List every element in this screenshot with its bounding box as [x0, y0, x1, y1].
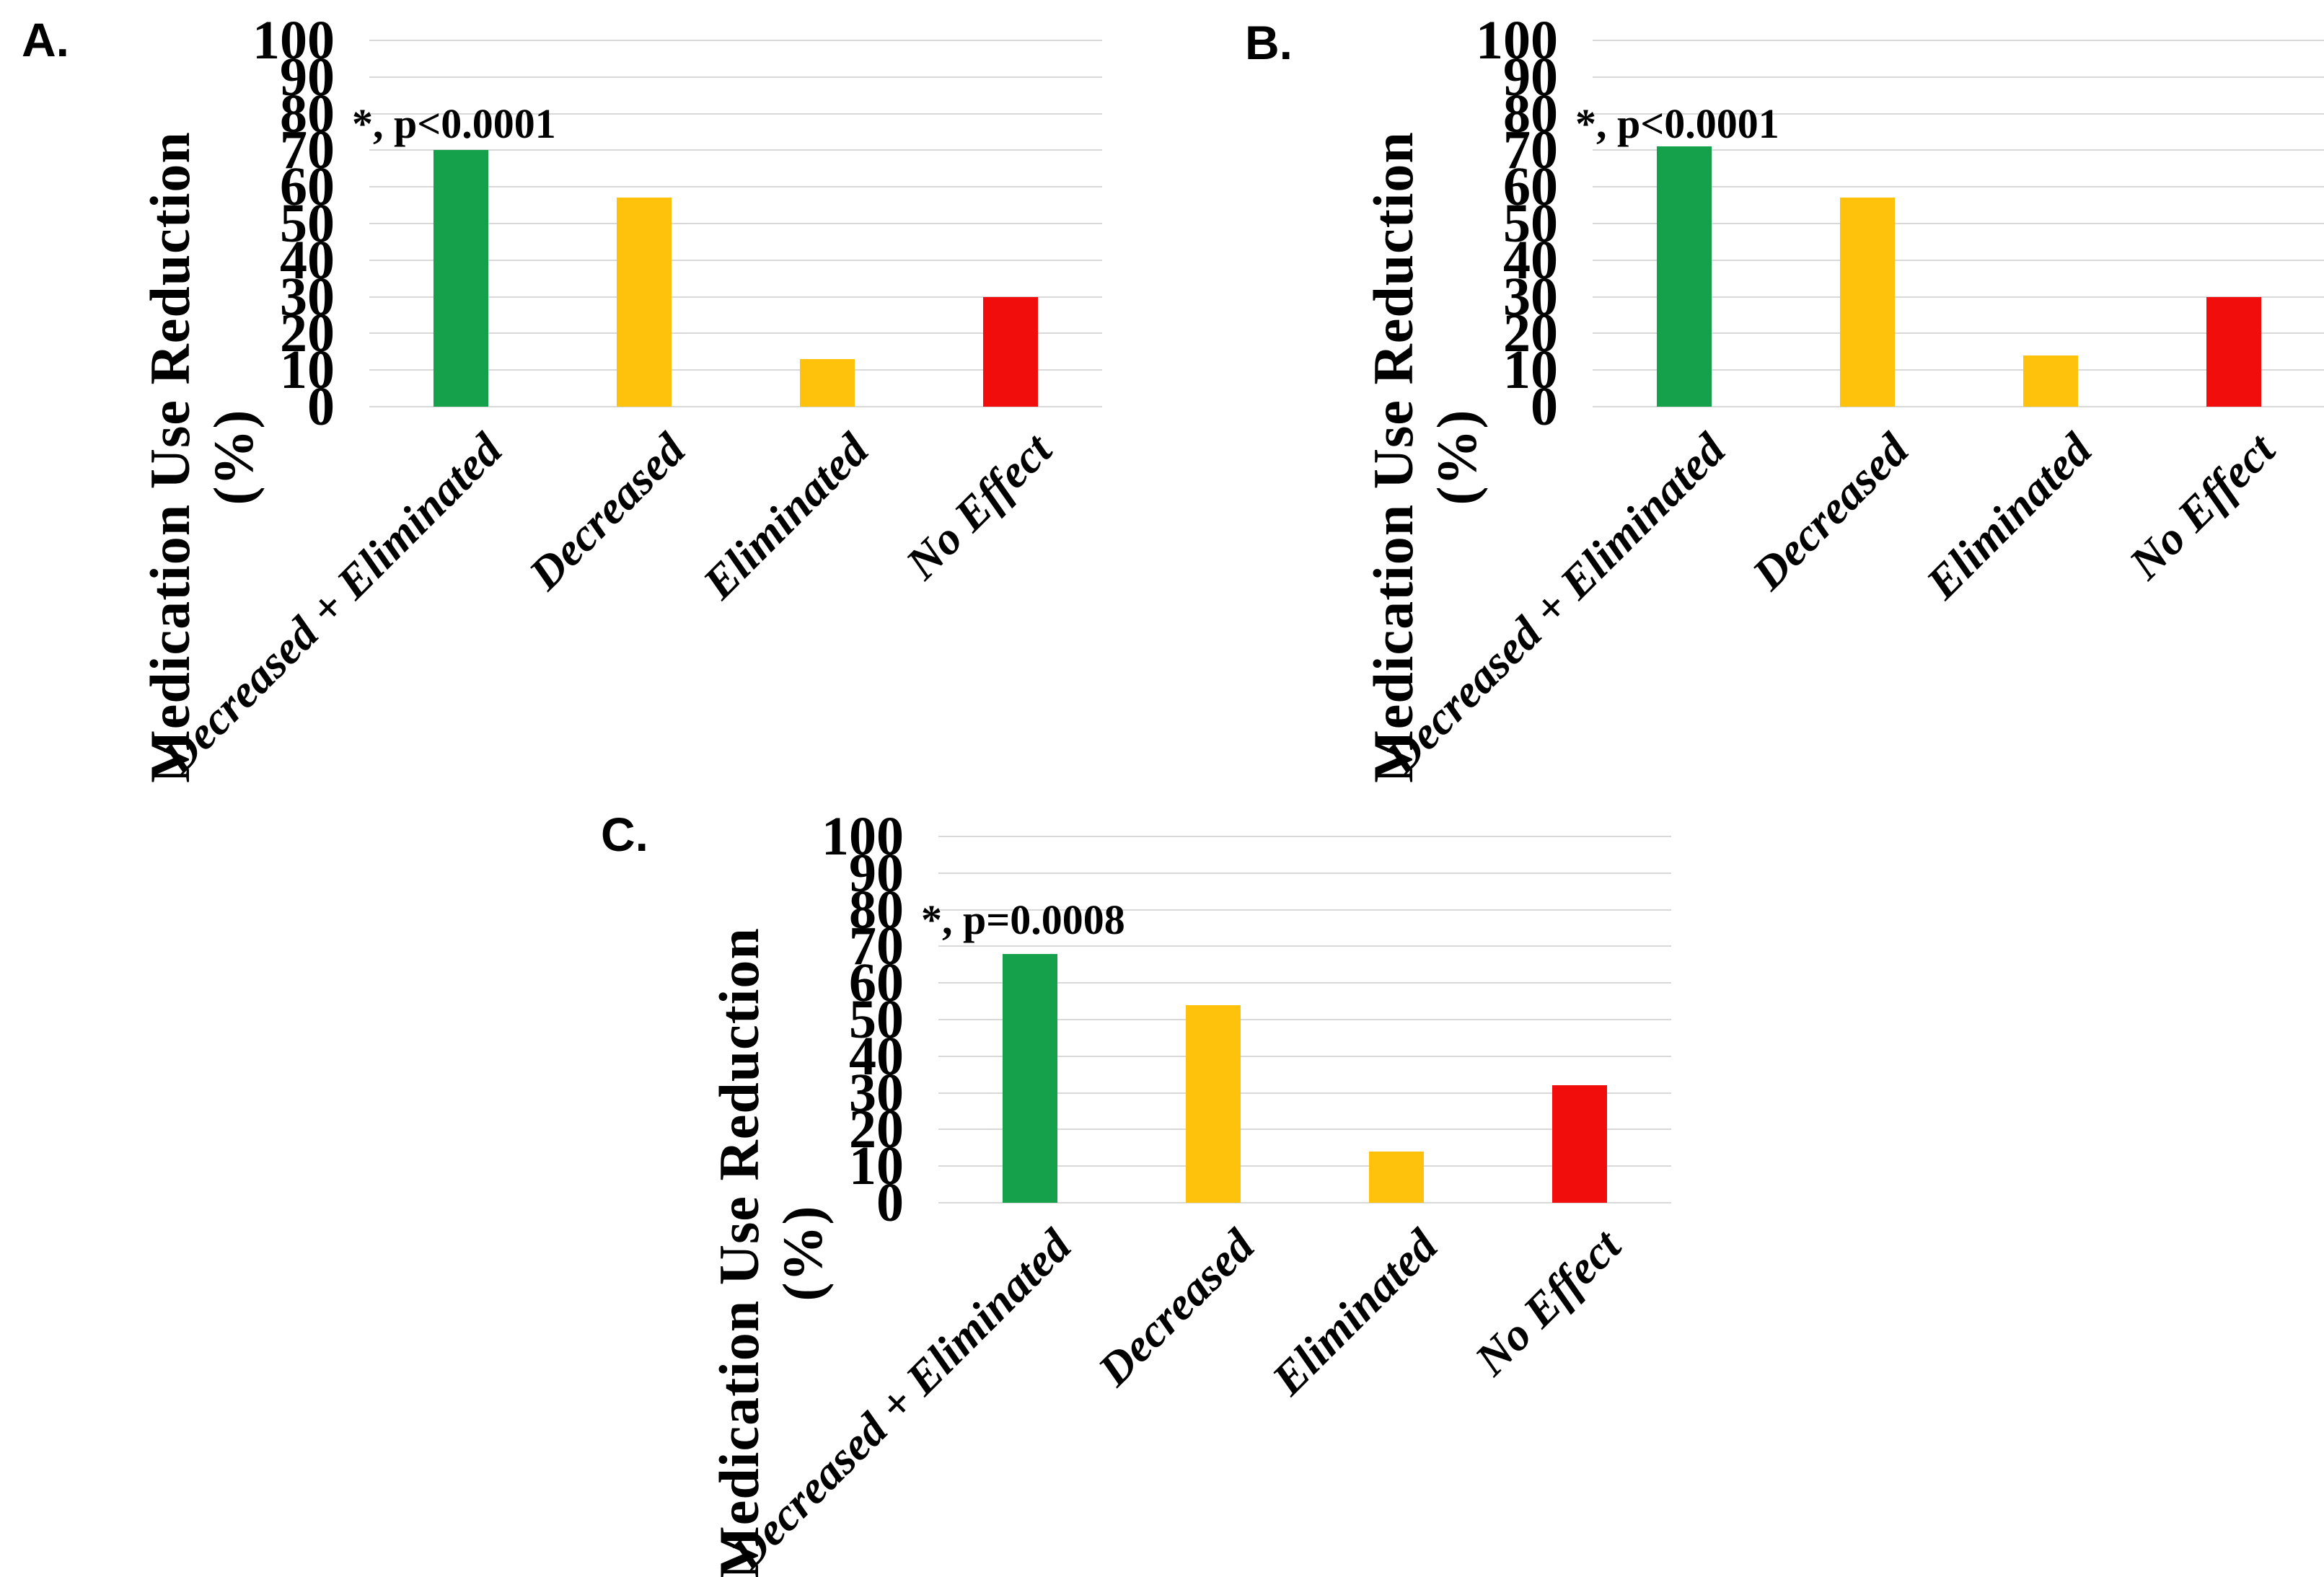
y-tick-30: 30	[849, 1062, 904, 1123]
gridline-30	[1593, 296, 2324, 298]
plot-area	[938, 836, 1671, 1203]
bar-no-effect	[983, 296, 1038, 407]
x-category-label-no-effect: No Effect	[2119, 423, 2285, 589]
x-category-label-decreased: Decreased	[519, 423, 695, 600]
gridline-40	[938, 1055, 1671, 1057]
y-tick-20: 20	[849, 1099, 904, 1160]
significance-annotation: *, p<0.0001	[1575, 100, 1779, 147]
y-tick-60: 60	[280, 156, 335, 218]
y-tick-30: 30	[1503, 266, 1558, 327]
gridline-60	[938, 982, 1671, 984]
bar-decreased-eliminated	[1657, 146, 1712, 407]
gridline-60	[369, 186, 1102, 188]
gridline-0	[1593, 406, 2324, 407]
significance-annotation: *, p=0.0008	[921, 896, 1125, 943]
y-tick-50: 50	[280, 193, 335, 254]
gridline-50	[369, 223, 1102, 224]
gridline-80	[369, 112, 1102, 115]
y-tick-50: 50	[849, 989, 904, 1050]
gridline-80	[1593, 112, 2324, 115]
y-tick-100: 100	[1476, 10, 1558, 71]
plot-area	[369, 40, 1102, 407]
bar-no-effect	[2206, 296, 2261, 407]
y-tick-50: 50	[1503, 193, 1558, 254]
gridline-70	[1593, 149, 2324, 151]
bar-no-effect	[1552, 1085, 1607, 1203]
gridline-100	[1593, 40, 2324, 41]
gridline-90	[1593, 76, 2324, 78]
y-tick-100: 100	[822, 806, 904, 867]
x-category-label-no-effect: No Effect	[1465, 1219, 1631, 1385]
y-tick-10: 10	[849, 1136, 904, 1197]
x-category-label-eliminated: Eliminated	[1916, 423, 2102, 609]
bar-decreased	[1840, 198, 1895, 407]
gridline-40	[369, 259, 1102, 261]
y-tick-20: 20	[280, 303, 335, 364]
panel-label-c: C.	[601, 808, 648, 861]
bar-decreased	[617, 198, 672, 407]
y-tick-60: 60	[849, 953, 904, 1014]
bar-decreased-eliminated	[1003, 953, 1057, 1203]
x-category-label-no-effect: No Effect	[896, 423, 1062, 589]
gridline-20	[938, 1128, 1671, 1131]
gridline-10	[1593, 369, 2324, 371]
gridline-20	[1593, 332, 2324, 335]
panel-label-a: A.	[22, 13, 69, 66]
gridline-80	[938, 909, 1671, 911]
bar-eliminated	[800, 358, 855, 407]
bar-eliminated	[2023, 355, 2078, 407]
significance-annotation: *, p<0.0001	[352, 100, 556, 147]
y-tick-60: 60	[1503, 156, 1558, 218]
y-tick-0: 0	[307, 376, 335, 437]
x-category-label-eliminated: Eliminated	[692, 423, 879, 609]
gridline-100	[369, 40, 1102, 41]
gridline-0	[938, 1202, 1671, 1203]
bar-decreased-eliminated	[433, 150, 488, 407]
y-tick-70: 70	[1503, 120, 1558, 181]
y-tick-10: 10	[280, 340, 335, 401]
gridline-100	[938, 836, 1671, 837]
gridline-10	[369, 369, 1102, 371]
gridline-40	[1593, 259, 2324, 261]
gridline-70	[938, 945, 1671, 947]
gridline-90	[369, 76, 1102, 78]
x-category-label-decreased: Decreased	[1088, 1219, 1264, 1396]
y-tick-100: 100	[252, 10, 335, 71]
y-tick-20: 20	[1503, 303, 1558, 364]
y-tick-40: 40	[849, 1025, 904, 1087]
y-tick-10: 10	[1503, 340, 1558, 401]
y-tick-30: 30	[280, 266, 335, 327]
gridline-10	[938, 1165, 1671, 1167]
gridline-30	[938, 1092, 1671, 1094]
x-category-label-eliminated: Eliminated	[1262, 1219, 1448, 1405]
y-tick-90: 90	[1503, 46, 1558, 107]
gridline-50	[1593, 223, 2324, 224]
gridline-30	[369, 296, 1102, 298]
y-tick-70: 70	[849, 916, 904, 977]
y-tick-90: 90	[280, 46, 335, 107]
gridline-50	[938, 1019, 1671, 1020]
gridline-0	[369, 406, 1102, 407]
bar-eliminated	[1369, 1151, 1424, 1203]
y-tick-90: 90	[849, 842, 904, 904]
y-tick-80: 80	[1503, 83, 1558, 144]
bar-decreased	[1186, 1004, 1241, 1203]
panel-label-b: B.	[1245, 16, 1293, 69]
y-tick-80: 80	[849, 879, 904, 940]
gridline-20	[369, 332, 1102, 335]
y-tick-80: 80	[280, 83, 335, 144]
y-tick-0: 0	[1531, 376, 1558, 437]
y-tick-40: 40	[280, 229, 335, 291]
plot-area	[1593, 40, 2324, 407]
y-tick-70: 70	[280, 120, 335, 181]
gridline-70	[369, 149, 1102, 151]
gridline-60	[1593, 186, 2324, 188]
y-tick-0: 0	[876, 1172, 904, 1233]
y-tick-40: 40	[1503, 229, 1558, 291]
gridline-90	[938, 872, 1671, 874]
x-category-label-decreased: Decreased	[1742, 423, 1919, 600]
